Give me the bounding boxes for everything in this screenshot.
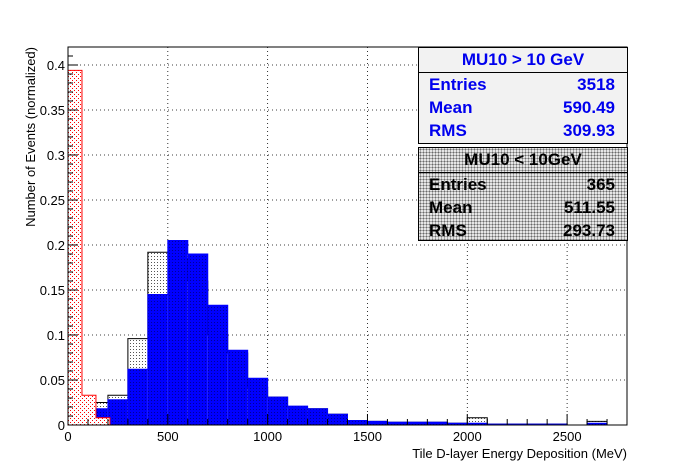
- stats-title: MU10 > 10 GeV: [419, 48, 627, 73]
- histogram-outline: [67, 69, 111, 425]
- x-tick-label: 1500: [353, 429, 382, 444]
- histogram-bar: [287, 406, 308, 425]
- y-tick-label: 0.05: [40, 373, 65, 388]
- series-2: [67, 69, 111, 426]
- histogram-bar: [467, 423, 488, 425]
- series-0: [67, 240, 608, 426]
- stats-value: 365: [586, 175, 615, 194]
- stats-row-mean: Mean 511.55: [419, 196, 627, 219]
- histogram-bar: [387, 422, 408, 425]
- histogram-bar: [327, 414, 348, 425]
- stats-value: 309.93: [563, 121, 615, 140]
- histogram-bar: [107, 399, 128, 425]
- stats-label: Entries: [429, 175, 487, 194]
- histogram-bar: [427, 422, 448, 425]
- histogram-bar: [347, 420, 368, 425]
- stats-label: Mean: [429, 98, 473, 117]
- histogram-bar: [367, 421, 388, 425]
- histogram-bar: [207, 305, 228, 425]
- x-tick-label: 1000: [253, 429, 282, 444]
- y-tick-label: 0.1: [47, 328, 65, 343]
- x-tick-label: 2500: [553, 429, 582, 444]
- histogram-bar: [187, 254, 208, 425]
- x-axis-label: Tile D-layer Energy Deposition (MeV): [412, 446, 627, 461]
- histogram-bars: [67, 69, 608, 426]
- histogram-bar: [267, 397, 288, 425]
- stats-row-rms: RMS 293.73: [419, 219, 627, 242]
- y-tick-label: 0.25: [40, 193, 65, 208]
- stats-title: MU10 < 10GeV: [419, 148, 627, 173]
- stats-label: Mean: [429, 198, 473, 217]
- histogram-bar: [127, 369, 148, 425]
- stats-row-entries: Entries 365: [419, 173, 627, 196]
- stats-value: 511.55: [563, 198, 615, 217]
- stats-box-low-pt: MU10 < 10GeV Entries 365 Mean 511.55 RMS…: [418, 147, 628, 241]
- histogram-bar: [95, 417, 110, 425]
- y-axis-label: Number of Events (normalized): [23, 47, 38, 227]
- y-tick-label: 0.3: [47, 148, 65, 163]
- histogram-bar: [587, 423, 608, 425]
- histogram-bar: [247, 378, 268, 425]
- histogram-bar: [447, 423, 468, 425]
- histogram-outline: [67, 240, 608, 426]
- x-tick-label: 0: [64, 429, 71, 444]
- stats-row-mean: Mean 590.49: [419, 96, 627, 119]
- stats-box-high-pt: MU10 > 10 GeV Entries 3518 Mean 590.49 R…: [418, 47, 628, 144]
- histogram-bar: [467, 417, 488, 425]
- histogram-bar: [307, 408, 328, 425]
- y-tick-label: 0: [58, 418, 65, 433]
- histogram-bar: [147, 294, 168, 425]
- y-tick-label: 0.4: [47, 58, 65, 73]
- y-tick-label: 0.2: [47, 238, 65, 253]
- stats-value: 3518: [577, 75, 615, 94]
- y-tick-label: 0.15: [40, 283, 65, 298]
- stats-label: Entries: [429, 75, 487, 94]
- stats-label: RMS: [429, 221, 467, 240]
- y-tick-label: 0.35: [40, 103, 65, 118]
- histogram-bar: [68, 70, 82, 426]
- axes: 0 0.05 0.1 0.15 0.2 0.25 0.3 0.35 0.4 0 500 1000 150…: [40, 46, 628, 444]
- stats-row-entries: Entries 3518: [419, 73, 627, 96]
- x-tick-label: 500: [157, 429, 179, 444]
- stats-value: 590.49: [563, 98, 615, 117]
- x-tick-label: 2000: [453, 429, 482, 444]
- stats-value: 293.73: [563, 221, 615, 240]
- histogram-bar: [167, 240, 188, 425]
- stats-label: RMS: [429, 121, 467, 140]
- histogram-bar: [81, 395, 96, 425]
- histogram-bar: [227, 350, 248, 425]
- stats-row-rms: RMS 309.93: [419, 119, 627, 142]
- histogram-bar: [407, 422, 428, 425]
